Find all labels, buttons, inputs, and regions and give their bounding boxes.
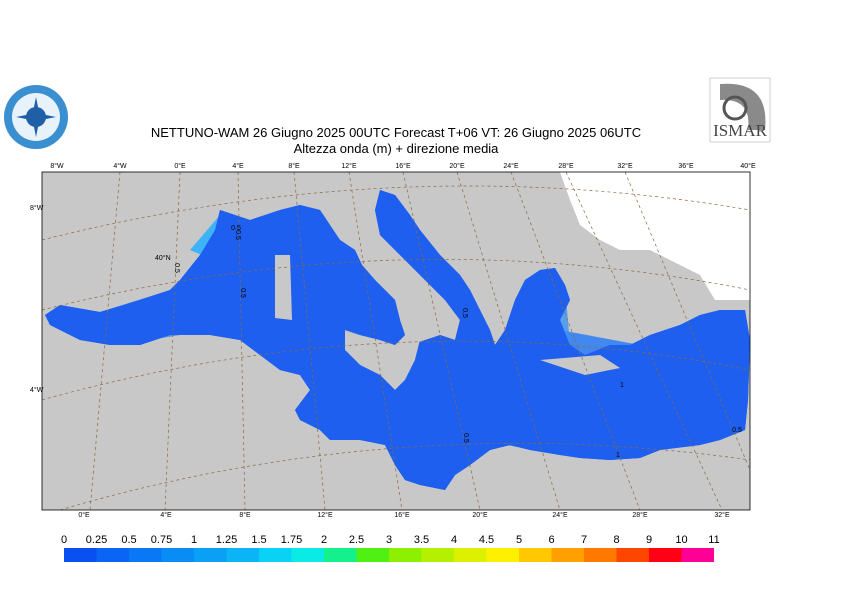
top-lon-label: 36°E <box>678 162 694 170</box>
contour-label: 0.5 <box>231 225 241 232</box>
bottom-lon-label: 24°E <box>552 511 568 519</box>
colorbar-label: 0.25 <box>86 534 107 546</box>
contour-label: 0.5 <box>234 230 241 240</box>
contour-label: 0.5 <box>732 427 742 434</box>
colorbar-swatch <box>454 548 487 562</box>
subtitle: Altezza onda (m) + direzione media <box>294 141 500 156</box>
contour-label: 0.5 <box>239 288 246 298</box>
lat-label: 8°W <box>30 204 44 212</box>
bottom-lon-label: 4°E <box>160 511 172 519</box>
colorbar-swatch <box>194 548 227 562</box>
colorbar-swatch <box>389 548 422 562</box>
colorbar-label: 2.5 <box>349 534 364 546</box>
top-lon-label: 28°E <box>558 162 574 170</box>
top-lon-label: 32°E <box>617 162 633 170</box>
top-lon-label: 12°E <box>341 162 357 170</box>
bottom-lon-label: 12°E <box>317 511 333 519</box>
colorbar-label: 11 <box>708 534 719 546</box>
colorbar-swatch <box>356 548 389 562</box>
colorbar-swatch <box>616 548 649 562</box>
colorbar-label: 4.5 <box>479 534 494 546</box>
logo-text: ISMAR <box>713 121 768 140</box>
colorbar-label: 7 <box>581 534 587 546</box>
contour-label: 0.5 <box>173 263 180 273</box>
colorbar-swatch <box>486 548 519 562</box>
colorbar-swatch <box>649 548 682 562</box>
map-area <box>42 172 750 510</box>
colorbar-label: 4 <box>451 534 457 546</box>
colorbar-swatch <box>96 548 129 562</box>
colorbar-label: 5 <box>516 534 522 546</box>
colorbar-label: 3.5 <box>414 534 429 546</box>
colorbar: 0 0.25 0.5 0.75 1 1.25 1.5 1.75 2 2.5 3 3.5 4 4.5 5 6 7 8… <box>61 534 720 562</box>
colorbar-label: 1 <box>191 534 197 546</box>
bottom-lon-label: 32°E <box>714 511 730 519</box>
colorbar-label: 8 <box>613 534 619 546</box>
colorbar-swatch <box>129 548 162 562</box>
contour-label: 1 <box>616 452 620 459</box>
colorbar-label: 10 <box>675 534 687 546</box>
colorbar-swatch <box>519 548 552 562</box>
top-lon-label: 4°W <box>113 162 127 170</box>
bottom-lon-label: 0°E <box>78 511 90 519</box>
bottom-lon-label: 28°E <box>632 511 648 519</box>
contour-label: 0.5 <box>461 308 468 318</box>
colorbar-swatch <box>551 548 584 562</box>
colorbar-swatch <box>421 548 454 562</box>
lat-label: 4°W <box>30 386 44 394</box>
colorbar-label: 3 <box>386 534 392 546</box>
logo-right: ISMAR <box>709 77 771 143</box>
colorbar-label: 2 <box>321 534 327 546</box>
colorbar-label: 6 <box>548 534 554 546</box>
contour-label: 1 <box>620 382 624 389</box>
title: NETTUNO-WAM 26 Giugno 2025 00UTC Forecas… <box>151 125 641 140</box>
bottom-lon-label: 8°E <box>239 511 251 519</box>
top-lon-label: 8°W <box>50 162 64 170</box>
lat-label: 40°N <box>155 254 171 262</box>
top-lon-label: 0°E <box>174 162 186 170</box>
top-lon-label: 8°E <box>288 162 300 170</box>
colorbar-label: 9 <box>646 534 652 546</box>
top-lon-label: 40°E <box>740 162 756 170</box>
bottom-lon-label: 16°E <box>394 511 410 519</box>
colorbar-swatch <box>681 548 714 562</box>
colorbar-swatch <box>64 548 97 562</box>
contour-label: 0.5 <box>462 433 469 443</box>
colorbar-label: 1.5 <box>251 534 266 546</box>
colorbar-swatch <box>291 548 324 562</box>
top-lon-label: 20°E <box>449 162 465 170</box>
top-lon-label: 4°E <box>232 162 244 170</box>
logo-left <box>4 85 68 149</box>
bottom-lon-label: 20°E <box>472 511 488 519</box>
colorbar-label: 1.25 <box>216 534 237 546</box>
colorbar-swatch <box>584 548 617 562</box>
map-frame <box>41 171 751 511</box>
colorbar-label: 0.5 <box>121 534 136 546</box>
colorbar-label: 0 <box>61 534 67 546</box>
top-lon-label: 16°E <box>395 162 411 170</box>
colorbar-swatch <box>259 548 292 562</box>
colorbar-swatch <box>324 548 357 562</box>
map-labels: 8°W 4°W 0°E 4°E 8°E 12°E 16°E 20°E 24°E 28°E 32°E 3… <box>30 162 756 519</box>
colorbar-swatch <box>226 548 259 562</box>
colorbar-label: 1.75 <box>281 534 302 546</box>
top-lon-label: 24°E <box>503 162 519 170</box>
colorbar-swatch <box>161 548 194 562</box>
colorbar-label: 0.75 <box>151 534 172 546</box>
